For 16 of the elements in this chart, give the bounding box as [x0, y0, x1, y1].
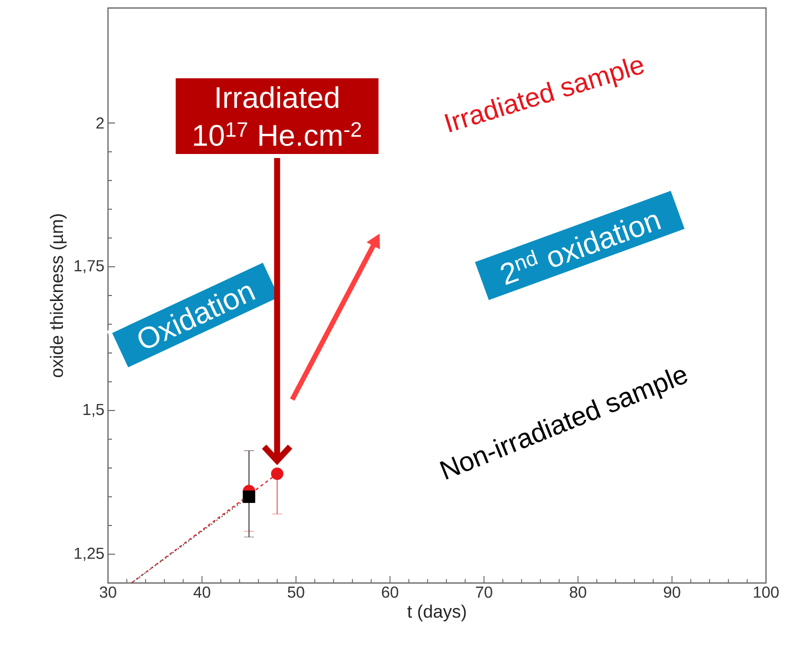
x-tick-label: 100 [754, 586, 779, 598]
x-tick-label: 50 [288, 586, 304, 598]
x-tick-label: 80 [570, 586, 586, 598]
y-axis-title: oxide thickness (µm) [50, 214, 67, 378]
x-tick-label: 90 [664, 586, 680, 598]
x-tick-label: 70 [476, 586, 492, 598]
annotation: 10$^{17}$ He.cm$^{-2}$ [194, 122, 361, 146]
y-tick-label: 2 [96, 117, 104, 129]
x-tick-label: 40 [193, 586, 210, 598]
y-tick-label: 1,75 [74, 260, 104, 274]
y-tick-label: 1,25 [74, 548, 104, 561]
x-tick-label: 30 [100, 586, 116, 598]
x-tick-label: 60 [382, 586, 398, 598]
x-axis-title: t (days) [407, 604, 466, 622]
annotation: Irradiated [216, 86, 338, 108]
y-tick-label: 1,5 [84, 404, 104, 417]
